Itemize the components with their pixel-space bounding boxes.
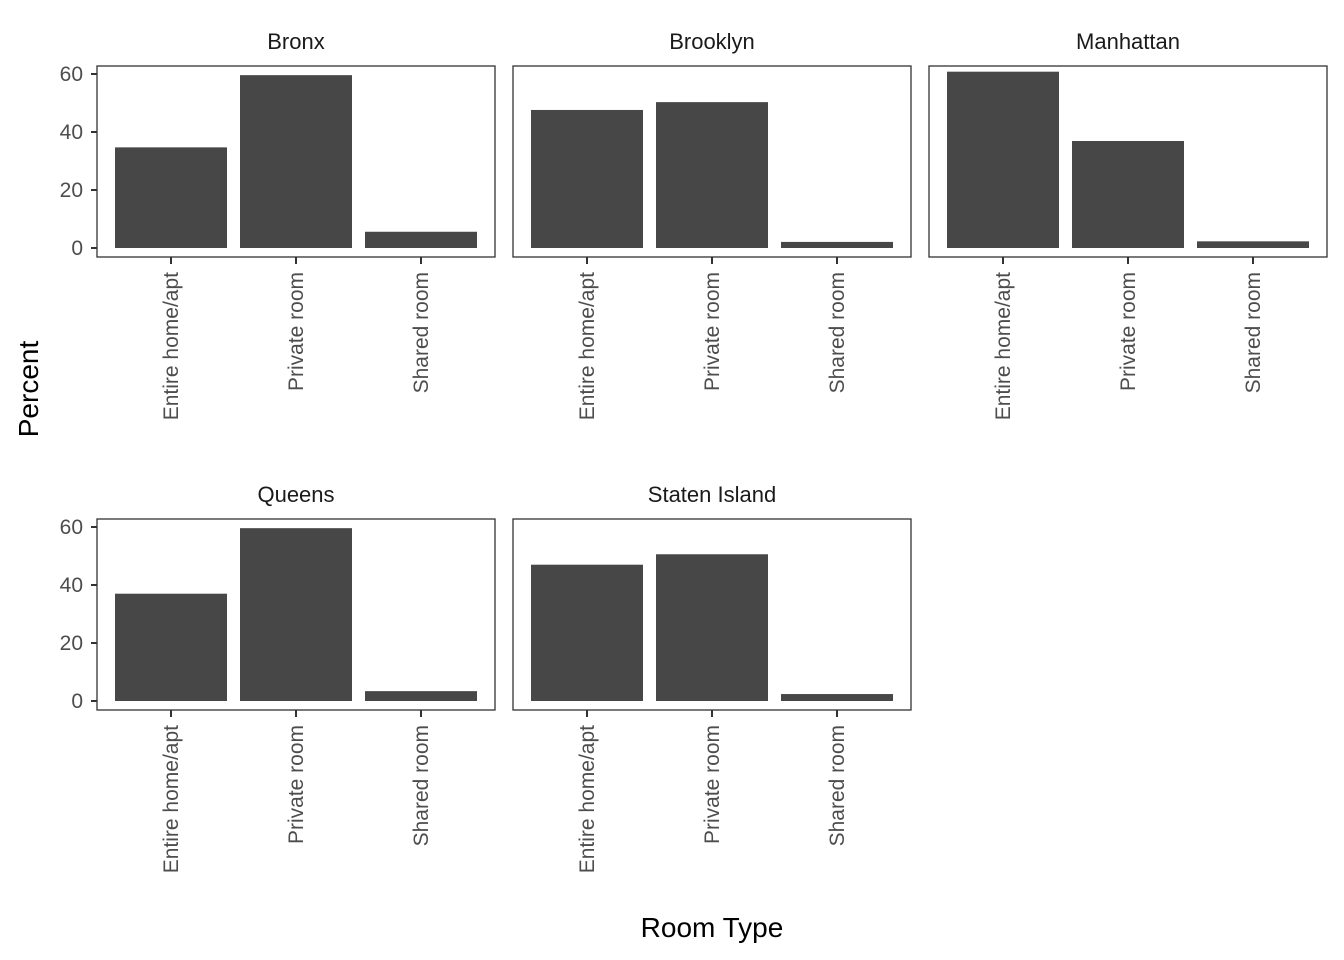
- y-tick-label: 60: [60, 63, 83, 86]
- bar-entire-home-apt: [115, 147, 227, 248]
- bar-shared-room: [365, 691, 477, 701]
- y-tick-label: 60: [60, 516, 83, 539]
- facet-title: Brooklyn: [669, 29, 755, 54]
- facet-title: Queens: [257, 482, 334, 507]
- x-tick-label-shared-room: Shared room: [826, 725, 849, 846]
- facet-panel-staten-island: Staten Island Entire home/apt Private room…: [512, 482, 912, 873]
- x-tick-label-entire-home-apt: Entire home/apt: [576, 272, 599, 420]
- x-tick-label-entire-home-apt: Entire home/apt: [992, 272, 1015, 420]
- x-tick-label-shared-room: Shared room: [826, 272, 849, 393]
- y-tick-label: 20: [60, 179, 83, 202]
- y-axis-title: Percent: [13, 341, 44, 438]
- x-tick-label-shared-room: Shared room: [1242, 272, 1265, 393]
- bar-private-room: [656, 554, 768, 701]
- facet-title: Staten Island: [648, 482, 776, 507]
- x-tick-label-shared-room: Shared room: [410, 272, 433, 393]
- x-tick-label-private-room: Private room: [1117, 272, 1140, 391]
- bar-shared-room: [365, 231, 477, 248]
- bar-shared-room: [1197, 241, 1309, 248]
- facet-panel-brooklyn: Brooklyn Entire home/apt Private room Share…: [512, 29, 912, 420]
- x-tick-label-private-room: Private room: [701, 725, 724, 844]
- x-tick-label-private-room: Private room: [701, 272, 724, 391]
- bar-entire-home-apt: [115, 593, 227, 701]
- bar-entire-home-apt: [947, 71, 1059, 249]
- x-tick-label-private-room: Private room: [285, 725, 308, 844]
- bar-shared-room: [781, 694, 893, 701]
- bar-private-room: [240, 75, 352, 248]
- facet-title: Manhattan: [1076, 29, 1180, 54]
- y-tick-label: 0: [71, 690, 83, 713]
- x-tick-label-entire-home-apt: Entire home/apt: [160, 272, 183, 420]
- bar-entire-home-apt: [531, 564, 643, 701]
- bar-private-room: [656, 102, 768, 248]
- x-tick-label-private-room: Private room: [285, 272, 308, 391]
- x-axis-title: Room Type: [641, 912, 784, 943]
- facet-panel-bronx: Bronx 0 20 40 60 Entire home/apt Private room S…: [60, 29, 496, 420]
- bar-private-room: [1072, 140, 1184, 248]
- y-tick-label: 40: [60, 121, 83, 144]
- y-tick-label: 20: [60, 632, 83, 655]
- x-tick-label-entire-home-apt: Entire home/apt: [160, 725, 183, 873]
- y-tick-label: 0: [71, 237, 83, 260]
- x-tick-label-entire-home-apt: Entire home/apt: [576, 725, 599, 873]
- y-tick-label: 40: [60, 574, 83, 597]
- facet-panel-queens: Queens 0 20 40 60 Entire home/apt Private room…: [60, 482, 496, 873]
- bar-shared-room: [781, 241, 893, 248]
- bar-private-room: [240, 528, 352, 701]
- facet-panel-manhattan: Manhattan Entire home/apt Private room Shar…: [928, 29, 1328, 420]
- facet-title: Bronx: [267, 29, 324, 54]
- bar-entire-home-apt: [531, 109, 643, 249]
- x-tick-label-shared-room: Shared room: [410, 725, 433, 846]
